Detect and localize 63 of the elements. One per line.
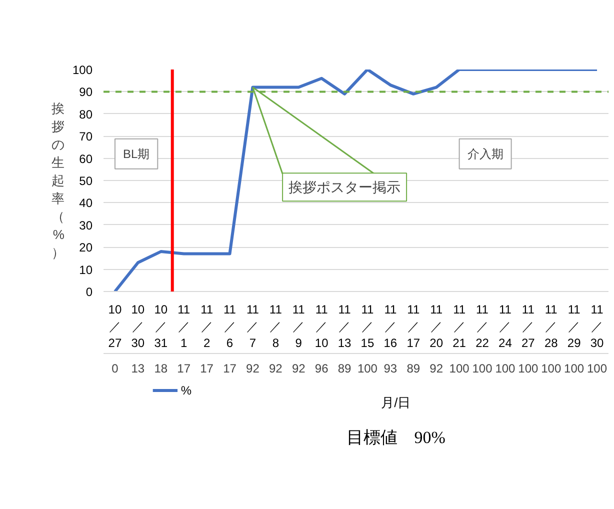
text: 挨拶の生起率（%） <box>51 101 64 260</box>
data-label: 92 <box>292 362 306 376</box>
x-tick-label: 10／30 <box>131 302 145 350</box>
y-tick-label: 0 <box>86 285 93 299</box>
data-label: 13 <box>131 362 145 376</box>
y-tick-label: 10 <box>79 262 93 277</box>
x-tick-label: 11／10 <box>314 302 329 350</box>
data-label: 100 <box>541 362 562 376</box>
annotation: BL期 <box>122 146 150 161</box>
x-axis-title: 月/日 <box>381 395 411 410</box>
data-label: 17 <box>223 362 237 376</box>
line-series <box>113 70 599 292</box>
data-label: 17 <box>177 362 191 376</box>
x-tick-label: 10／31 <box>154 302 168 350</box>
y-tick-label: 70 <box>79 130 93 144</box>
data-label: 89 <box>338 362 352 376</box>
x-tick-label: 11／30 <box>590 302 604 350</box>
x-tick-label: 11／8 <box>269 302 282 350</box>
data-label: 100 <box>449 362 470 376</box>
x-tick-label: 11／16 <box>384 302 398 350</box>
x-tick-label: 11／7 <box>246 302 260 350</box>
data-label: 18 <box>154 362 168 376</box>
data-label: 93 <box>384 362 398 376</box>
legend-label: % <box>180 384 192 398</box>
y-tick-label: 20 <box>79 240 93 255</box>
x-tick-label: 11／2 <box>200 302 214 350</box>
y-tick-label: 90 <box>79 85 93 100</box>
text: 目標値 90% <box>346 428 446 447</box>
y-tick-label: 40 <box>79 196 93 210</box>
data-label: 0 <box>112 362 119 376</box>
x-tick-label: 11／28 <box>544 302 558 350</box>
x-tick-label: 10／27 <box>108 302 122 350</box>
x-tick-label: 11／21 <box>452 302 466 350</box>
x-tick-label: 11／29 <box>567 302 582 350</box>
data-label: 92 <box>430 362 444 376</box>
data-label: 100 <box>564 362 584 376</box>
data-label: 89 <box>406 362 420 376</box>
y-tick-label: 80 <box>79 107 93 122</box>
x-tick-label: 11／22 <box>476 302 490 350</box>
x-tick-label: 11／24 <box>498 302 512 350</box>
annotation: 介入期 <box>467 146 504 161</box>
y-tick-label: 60 <box>79 152 93 166</box>
x-tick-label: 11／9 <box>292 302 306 350</box>
x-tick-label: 11／15 <box>360 302 374 350</box>
data-label: 100 <box>472 362 493 376</box>
y-tick-label: 50 <box>79 174 93 188</box>
data-label: 17 <box>200 362 214 376</box>
y-tick-label: 30 <box>79 218 93 232</box>
x-tick-label: 11／13 <box>338 302 352 350</box>
y-tick-label: 100 <box>72 63 93 77</box>
data-label: 100 <box>495 362 516 376</box>
x-tick-label: 11／1 <box>178 302 190 350</box>
data-label: 96 <box>314 362 329 376</box>
data-label: 100 <box>518 362 538 376</box>
x-tick-label: 11／27 <box>521 302 536 350</box>
x-tick-label: 11／17 <box>406 302 420 350</box>
x-tick-label: 11／6 <box>224 302 236 350</box>
data-label: 92 <box>268 362 283 376</box>
data-label: 100 <box>587 362 608 376</box>
annotation: 挨拶ポスター掲示 <box>288 179 401 196</box>
x-tick-label: 11／20 <box>430 302 444 350</box>
data-label: 100 <box>357 362 378 376</box>
data-label: 92 <box>246 362 260 376</box>
